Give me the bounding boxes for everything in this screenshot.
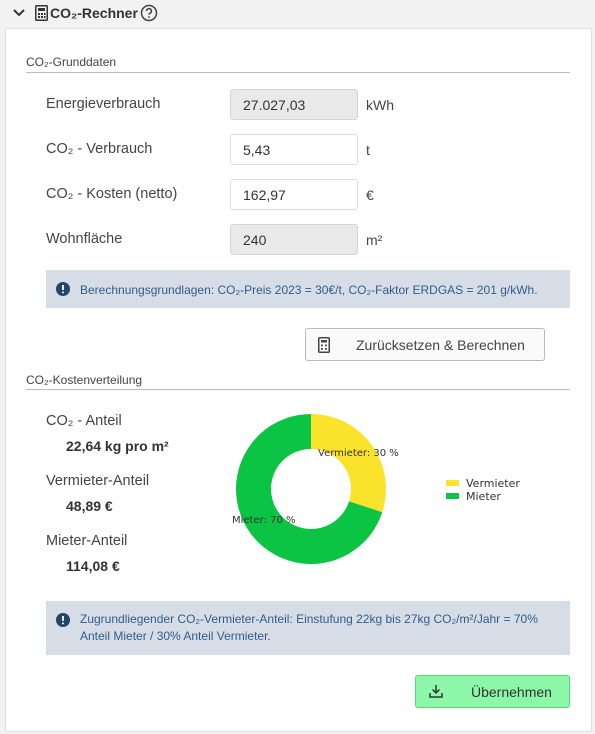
chevron-down-icon[interactable] [13,8,25,18]
data-label-mieter: Mieter: 70 % [232,515,296,526]
co2-verbrauch-field[interactable] [230,134,358,165]
field-label-energieverbrauch: Energieverbrauch [46,96,161,112]
info-text: Berechnungsgrundlagen: CO₂-Preis 2023 = … [80,283,538,297]
help-circle-icon[interactable] [140,4,158,22]
data-label-vermieter: Vermieter: 30 % [318,448,399,459]
info-box-berechnungsgrundlagen: Berechnungsgrundlagen: CO₂-Preis 2023 = … [46,270,570,308]
field-label-co2-verbrauch: CO₂ - Verbrauch [46,141,153,157]
unit-square-meter: m² [366,232,383,248]
info-box-vermieter-anteil: Zugrundliegender CO₂-Vermieter-Anteil: E… [46,601,570,655]
info-icon [56,613,70,627]
calculator-icon [35,5,48,21]
stat-value-mieter-anteil: 114,08 € [66,558,120,574]
legend-swatch-vermieter [446,480,459,486]
field-label-wohnflaeche: Wohnfläche [46,231,123,247]
cost-split-donut-chart: Vermieter: 30 % Mieter: 70 % VermieterMiet… [232,414,520,564]
stat-value-vermieter-anteil: 48,89 € [66,498,113,514]
panel-header[interactable]: CO₂-Rechner [0,0,595,28]
energieverbrauch-field[interactable] [230,89,358,120]
donut-slice-vermieter [311,414,386,513]
section-divider [26,72,570,73]
panel-title: CO₂-Rechner [50,5,138,21]
stat-label-co2-anteil: CO₂ - Anteil [46,413,122,429]
download-icon [429,685,443,698]
section-title-kostenverteilung: CO₂-Kostenverteilung [26,373,143,387]
calculator-icon [318,337,330,353]
field-label-co2-kosten: CO₂ - Kosten (netto) [46,186,178,202]
legend-label-mieter: Mieter [466,490,501,503]
info-icon [56,282,70,296]
stat-label-mieter-anteil: Mieter-Anteil [46,533,128,549]
stat-label-vermieter-anteil: Vermieter-Anteil [46,473,150,489]
info-text: Zugrundliegender CO₂-Vermieter-Anteil: E… [80,612,538,643]
wohnflaeche-field[interactable] [230,224,358,255]
legend-label-vermieter: Vermieter [466,477,520,490]
unit-tonnes: t [366,142,370,158]
unit-kwh: kWh [366,97,394,113]
accept-button-label: Übernehmen [471,684,552,700]
reset-calculate-button[interactable]: Zurücksetzen & Berechnen [305,328,545,361]
stat-value-co2-anteil: 22,64 kg pro m² [66,438,169,454]
legend-swatch-mieter [446,493,459,499]
unit-euro: € [366,187,374,203]
reset-button-label: Zurücksetzen & Berechnen [356,337,525,353]
donut-slice-mieter [236,414,383,564]
section-title-grunddaten: CO₂-Grunddaten [26,55,117,69]
accept-button[interactable]: Übernehmen [415,675,570,708]
co2-kosten-field[interactable] [230,179,358,210]
section-divider [26,389,570,390]
